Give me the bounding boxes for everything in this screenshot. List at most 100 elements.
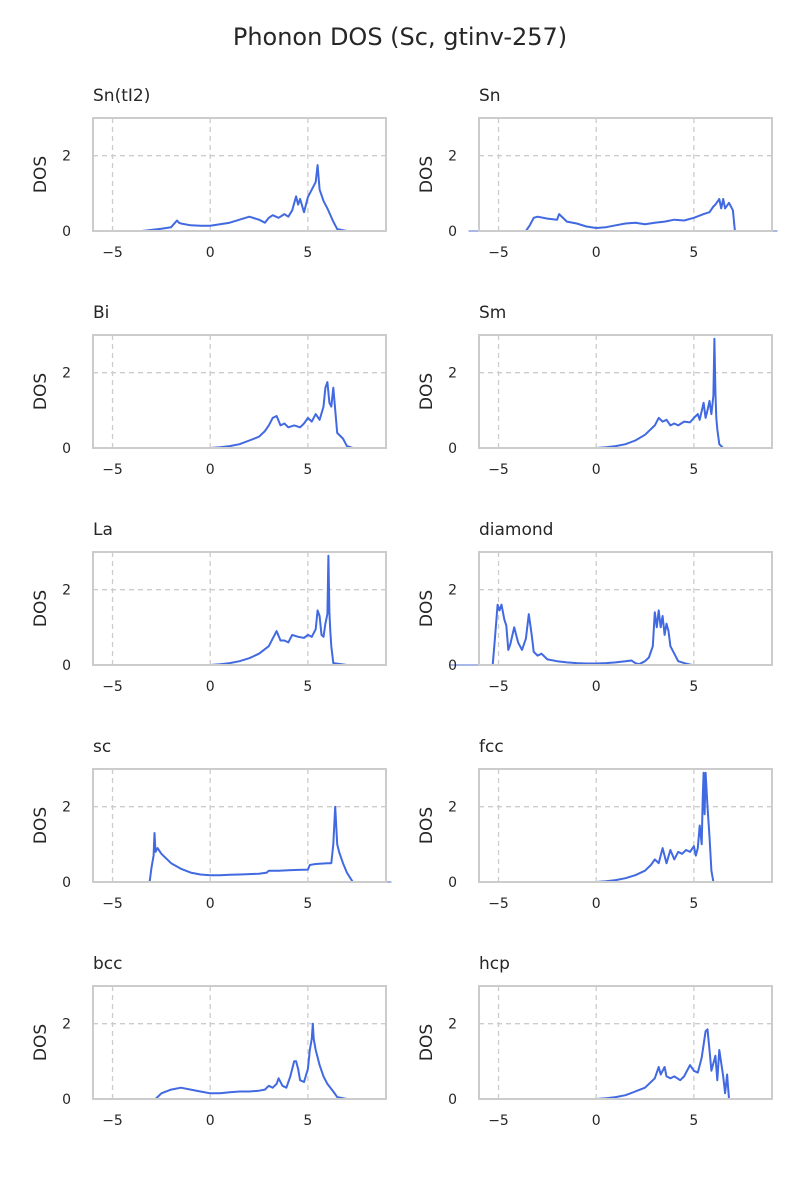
x-tick-label: 5 (303, 1113, 312, 1129)
plot-frame (478, 117, 773, 232)
dos-panel: Bi −5 0 5 0 2 DOS (31, 303, 387, 478)
y-tick-label: 0 (448, 875, 457, 891)
x-tick-label: −5 (488, 679, 509, 695)
x-tick-label: −5 (488, 1113, 509, 1129)
y-axis-label: DOS (417, 807, 437, 844)
y-tick-label: 0 (448, 441, 457, 457)
y-axis-label: DOS (31, 156, 51, 193)
plot-frame (478, 551, 773, 666)
panel-title: sc (93, 737, 111, 757)
y-axis-label: DOS (417, 373, 437, 410)
dos-panel: Sn −5 0 5 0 2 DOS (417, 86, 778, 261)
y-tick-label: 0 (62, 441, 71, 457)
x-tick-label: 0 (206, 462, 215, 478)
x-tick-label: 0 (206, 679, 215, 695)
y-axis-label: DOS (417, 156, 437, 193)
plot-frame (92, 768, 387, 883)
dos-panel: Sn(tI2) −5 0 5 0 2 DOS (31, 86, 387, 261)
dos-line (210, 381, 354, 449)
x-tick-label: −5 (488, 245, 509, 261)
dos-panel: La −5 0 5 0 2 DOS (31, 520, 387, 695)
y-axis-label: DOS (31, 1024, 51, 1061)
y-tick-label: 2 (62, 366, 71, 382)
x-tick-label: 5 (689, 679, 698, 695)
x-tick-label: 5 (303, 245, 312, 261)
y-tick-label: 2 (62, 1017, 71, 1033)
plot-frame (92, 334, 387, 449)
x-tick-label: 0 (206, 1113, 215, 1129)
plot-frame (92, 551, 387, 666)
y-tick-label: 2 (448, 1017, 457, 1033)
dos-line (498, 198, 753, 232)
dos-line (132, 1022, 348, 1100)
x-tick-label: −5 (488, 896, 509, 912)
y-tick-label: 0 (448, 658, 457, 674)
x-tick-label: 5 (303, 896, 312, 912)
x-tick-label: 0 (592, 896, 601, 912)
y-axis-label: DOS (31, 373, 51, 410)
y-tick-label: 0 (62, 1092, 71, 1108)
dos-line (596, 1028, 743, 1100)
y-tick-label: 0 (448, 1092, 457, 1108)
y-tick-label: 2 (448, 366, 457, 382)
y-tick-label: 0 (448, 224, 457, 240)
x-tick-label: 5 (689, 462, 698, 478)
x-tick-label: 0 (592, 245, 601, 261)
x-tick-label: 5 (689, 1113, 698, 1129)
x-tick-label: −5 (488, 462, 509, 478)
dos-line (132, 805, 367, 883)
x-tick-label: −5 (102, 896, 123, 912)
panel-title: Sm (479, 303, 506, 323)
panel-title: diamond (479, 520, 553, 540)
panel-title: La (93, 520, 113, 540)
dos-panel: Sm −5 0 5 0 2 DOS (417, 303, 773, 478)
x-tick-label: 5 (303, 462, 312, 478)
dos-panel: fcc −5 0 5 0 2 DOS (417, 737, 773, 912)
panel-title: Sn(tI2) (93, 86, 150, 106)
y-tick-label: 2 (62, 800, 71, 816)
y-tick-label: 0 (62, 658, 71, 674)
x-tick-label: 0 (592, 1113, 601, 1129)
x-tick-label: −5 (102, 679, 123, 695)
plot-frame (92, 117, 387, 232)
y-tick-label: 2 (448, 800, 457, 816)
y-tick-label: 2 (62, 583, 71, 599)
figure-title: Phonon DOS (Sc, gtinv-257) (233, 23, 567, 51)
y-axis-label: DOS (31, 807, 51, 844)
plot-frame (478, 985, 773, 1100)
dos-panel: sc −5 0 5 0 2 DOS (31, 737, 392, 912)
dos-panel: diamond −5 0 5 0 2 DOS (417, 520, 773, 695)
y-tick-label: 0 (62, 224, 71, 240)
dos-line (210, 554, 348, 666)
y-tick-label: 2 (62, 149, 71, 165)
y-axis-label: DOS (31, 590, 51, 627)
dos-line (479, 603, 694, 666)
y-tick-label: 2 (448, 149, 457, 165)
x-tick-label: 0 (592, 462, 601, 478)
x-tick-label: −5 (102, 1113, 123, 1129)
dos-line (596, 771, 724, 883)
plot-frame (478, 334, 773, 449)
x-tick-label: 5 (303, 679, 312, 695)
panel-title: fcc (479, 737, 504, 757)
x-tick-label: 5 (689, 245, 698, 261)
dos-panel: bcc −5 0 5 0 2 DOS (31, 954, 387, 1129)
panel-title: bcc (93, 954, 122, 974)
y-axis-label: DOS (417, 590, 437, 627)
x-tick-label: 5 (689, 896, 698, 912)
x-tick-label: 0 (592, 679, 601, 695)
y-axis-label: DOS (417, 1024, 437, 1061)
panel-title: Sn (479, 86, 501, 106)
y-tick-label: 2 (448, 583, 457, 599)
panel-title: Bi (93, 303, 109, 323)
panel-title: hcp (479, 954, 510, 974)
plot-frame (92, 985, 387, 1100)
y-tick-label: 0 (62, 875, 71, 891)
x-tick-label: −5 (102, 462, 123, 478)
plot-frame (478, 768, 773, 883)
x-tick-label: 0 (206, 245, 215, 261)
dos-line (122, 164, 357, 232)
dos-panel: hcp −5 0 5 0 2 DOS (417, 954, 773, 1129)
